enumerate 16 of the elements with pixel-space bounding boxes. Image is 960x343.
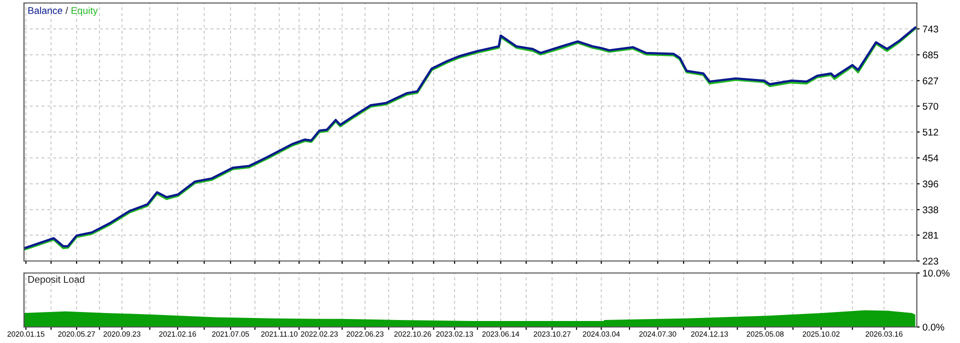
- y-tick-label: 570: [922, 102, 938, 110]
- y-tick-label: 396: [922, 180, 938, 188]
- y-tick-label: 627: [922, 77, 938, 84]
- text: Balance: [28, 6, 62, 14]
- y-tick-label: 10.0%: [923, 270, 950, 277]
- y-tick-label: 454: [922, 154, 938, 162]
- y-tick-label: 743: [922, 26, 938, 33]
- y-tick-label: 223: [922, 258, 938, 265]
- y-tick-label: 0.0%: [922, 324, 944, 331]
- chart-title: Deposit Load: [28, 276, 84, 285]
- y-tick-label: 281: [922, 232, 938, 239]
- text: Equity: [72, 6, 98, 16]
- y-tick-label: 685: [922, 52, 938, 58]
- y-tick-label: 512: [922, 128, 938, 136]
- annotation: /: [65, 6, 68, 14]
- y-tick-label: 338: [922, 206, 938, 214]
